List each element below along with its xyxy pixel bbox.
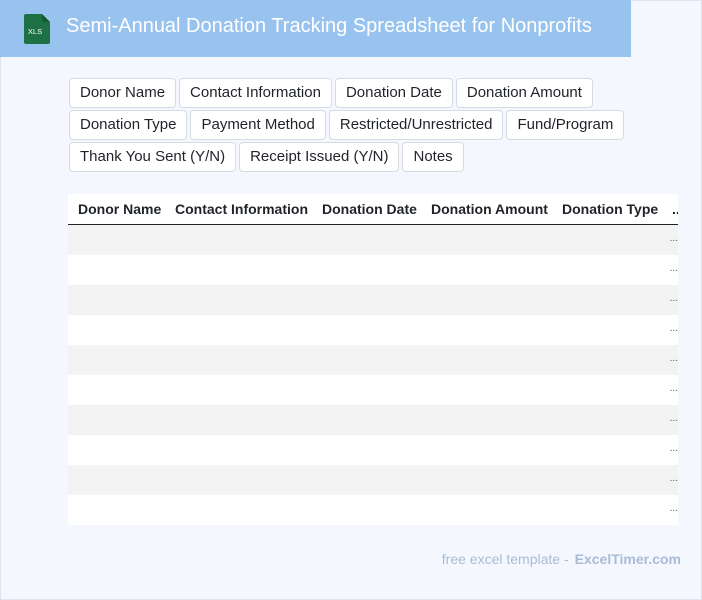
table-row[interactable]: ... — [68, 345, 678, 375]
row-overflow-marker: ... — [669, 353, 678, 364]
donation-table: Donor Name Contact Information Donation … — [68, 194, 678, 525]
table-header-row: Donor Name Contact Information Donation … — [68, 194, 678, 225]
column-header-donation-amount[interactable]: Donation Amount — [431, 201, 548, 217]
column-header-donation-date[interactable]: Donation Date — [322, 201, 417, 217]
row-overflow-marker: ... — [669, 263, 678, 274]
footer-credit: free excel template - ExcelTimer.com — [442, 551, 681, 567]
table-row[interactable]: ... — [68, 225, 678, 255]
table-row[interactable]: ... — [68, 315, 678, 345]
column-header-overflow[interactable]: ... — [672, 201, 678, 217]
row-overflow-marker: ... — [669, 503, 678, 514]
chip-donation-type[interactable]: Donation Type — [69, 110, 188, 140]
chip-row: Donor Name Contact Information Donation … — [69, 78, 629, 108]
table-row[interactable]: ... — [68, 255, 678, 285]
table-row[interactable]: ... — [68, 375, 678, 405]
footer-brand-link[interactable]: ExcelTimer.com — [574, 551, 681, 567]
table-body: .............................. — [68, 225, 678, 525]
row-overflow-marker: ... — [669, 383, 678, 394]
row-overflow-marker: ... — [669, 233, 678, 244]
row-overflow-marker: ... — [669, 323, 678, 334]
table-row[interactable]: ... — [68, 285, 678, 315]
row-overflow-marker: ... — [669, 413, 678, 424]
footer-prefix: free excel template - — [441, 551, 569, 567]
chip-restricted-unrestricted[interactable]: Restricted/Unrestricted — [328, 110, 504, 140]
chip-donation-amount[interactable]: Donation Amount — [455, 78, 593, 108]
column-header-contact-information[interactable]: Contact Information — [175, 201, 308, 217]
table-row[interactable]: ... — [68, 435, 678, 465]
title-banner: XLS Semi-Annual Donation Tracking Spread… — [0, 0, 631, 57]
chip-notes[interactable]: Notes — [402, 142, 464, 172]
chip-receipt-issued[interactable]: Receipt Issued (Y/N) — [239, 142, 400, 172]
chip-donor-name[interactable]: Donor Name — [69, 78, 177, 108]
chip-row: Donation Type Payment Method Restricted/… — [69, 110, 629, 140]
column-header-donation-type[interactable]: Donation Type — [562, 201, 659, 217]
row-overflow-marker: ... — [669, 443, 678, 454]
table-row[interactable]: ... — [68, 495, 678, 525]
chip-contact-information[interactable]: Contact Information — [179, 78, 332, 108]
xls-icon-label: XLS — [28, 27, 42, 36]
column-header-donor-name[interactable]: Donor Name — [78, 201, 162, 217]
table-row[interactable]: ... — [68, 405, 678, 435]
chip-fund-program[interactable]: Fund/Program — [506, 110, 625, 140]
xls-file-icon: XLS — [24, 14, 50, 44]
table-row[interactable]: ... — [68, 465, 678, 495]
row-overflow-marker: ... — [669, 473, 678, 484]
chip-row: Thank You Sent (Y/N) Receipt Issued (Y/N… — [69, 142, 629, 172]
field-chip-list: Donor Name Contact Information Donation … — [69, 78, 629, 174]
chip-thank-you-sent[interactable]: Thank You Sent (Y/N) — [69, 142, 237, 172]
chip-payment-method[interactable]: Payment Method — [190, 110, 326, 140]
page-title: Semi-Annual Donation Tracking Spreadshee… — [66, 15, 592, 37]
row-overflow-marker: ... — [669, 293, 678, 304]
chip-donation-date[interactable]: Donation Date — [334, 78, 453, 108]
